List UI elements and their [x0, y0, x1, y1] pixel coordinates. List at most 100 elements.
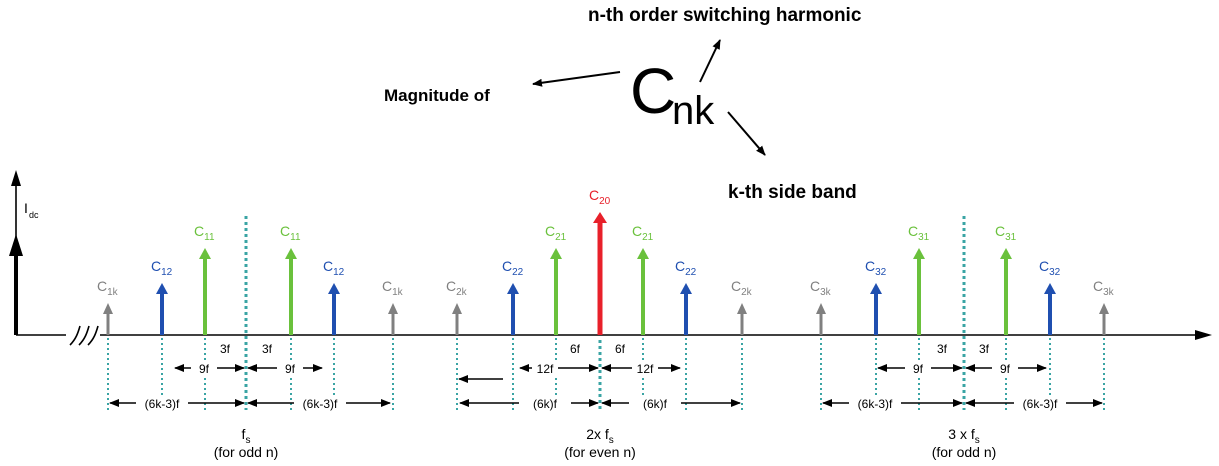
group-3-prefix: 3 x [948, 426, 971, 442]
harmonic-c21-l: C21 [545, 223, 567, 335]
group-3-s: s [975, 435, 980, 446]
group-3-f: f [971, 426, 975, 442]
y-axis-arrow-icon [11, 170, 21, 186]
dimension-label: (6k-3)f [858, 397, 893, 411]
harmonic-arrowhead-icon [452, 303, 462, 314]
harmonic-c22-l: C22 [502, 258, 524, 335]
harmonic-arrowhead-icon [816, 303, 826, 314]
harmonic-arrowhead-icon [680, 283, 692, 294]
harmonic-c1k-r: C1k [382, 278, 404, 335]
harmonic-c2k-r: C2k [731, 278, 753, 335]
group-3-label: 3 x fs (for odd n) [932, 426, 997, 460]
harmonic-label: C2k [731, 278, 753, 298]
harmonic-c3k-l: C3k [810, 278, 832, 335]
svg-text:2x fs: 2x fs [586, 426, 614, 446]
harmonic-label: C3k [1093, 278, 1115, 298]
kth-sideband-label: k-th side band [728, 182, 857, 203]
harmonic-arrowhead-icon [199, 248, 211, 259]
group-2-f: f [605, 426, 609, 442]
harmonic-c20: C20 [589, 187, 611, 335]
harmonic-label: C22 [675, 258, 697, 278]
group-3-note: (for odd n) [932, 444, 997, 460]
dc-arrow-icon [9, 234, 23, 256]
svg-text:3 x fs: 3 x fs [948, 426, 979, 446]
axis-break-icon [69, 325, 99, 346]
harmonic-arrowhead-icon [388, 303, 398, 314]
harmonic-arrowhead-icon [1099, 303, 1109, 314]
magnitude-label: Magnitude of [384, 86, 490, 105]
harmonic-lines: C1k C12 C11 C11 C12 C1k C2k C22 C21 C20 C21 C22 C2k C… [97, 187, 1115, 335]
harmonic-c31-l: C31 [908, 223, 930, 335]
arrow-to-n-label [699, 39, 721, 83]
harmonic-arrowhead-icon [637, 248, 649, 259]
harmonic-label: C32 [865, 258, 887, 278]
harmonic-label: C11 [280, 223, 301, 243]
group-2-label: 2x fs (for even n) [564, 426, 636, 460]
harmonic-arrowhead-icon [507, 283, 519, 294]
x-axis-arrow-icon [1195, 330, 1212, 340]
group-2-prefix: 2x [586, 426, 605, 442]
group-dividers [107, 216, 1105, 410]
harmonic-arrowhead-icon [870, 283, 882, 294]
harmonic-c3k-r: C3k [1093, 278, 1115, 335]
harmonic-c12-r: C12 [323, 258, 345, 335]
harmonic-c12-l: C12 [151, 258, 173, 335]
harmonic-label: C22 [502, 258, 524, 278]
group-1-label: fs (for odd n) [214, 426, 279, 460]
harmonic-c2k-l: C2k [446, 278, 468, 335]
harmonic-c32-r: C32 [1039, 258, 1061, 335]
dimension-label: 9f [913, 362, 924, 376]
harmonic-arrowhead-icon [103, 303, 113, 314]
y-axis-label: I [24, 200, 28, 216]
harmonic-label: C2k [446, 278, 468, 298]
svg-text:fs: fs [242, 426, 251, 446]
harmonic-c11-l: C11 [194, 223, 215, 335]
harmonic-arrowhead-icon [550, 248, 562, 259]
cnk-subscript: nk [672, 89, 715, 133]
arrow-to-k-label [727, 111, 766, 156]
dimension-label: 3f [220, 342, 231, 356]
group-2-note: (for even n) [564, 444, 636, 460]
dimension-label: 12f [637, 362, 654, 376]
harmonic-label: C21 [632, 223, 654, 243]
dimension-label: (6k-3)f [303, 397, 338, 411]
dimension-markers: 3f 3f 9f 9f (6k-3)f (6k-3)f 6f 6f 12f 12f (6k)f (6k… [109, 342, 1103, 411]
harmonic-arrowhead-icon [285, 248, 297, 259]
cnk-symbol: C [630, 55, 676, 127]
harmonic-c32-l: C32 [865, 258, 887, 335]
dimension-label: 3f [262, 342, 273, 356]
group-labels: fs (for odd n) 2x fs (for even n) 3 x fs… [214, 426, 997, 460]
harmonic-arrowhead-icon [1044, 283, 1056, 294]
dimension-label: 9f [285, 362, 296, 376]
harmonic-arrowhead-icon [156, 283, 168, 294]
dimension-label: 3f [937, 342, 948, 356]
arrow-to-magnitude-label [532, 71, 621, 87]
harmonic-label: C21 [545, 223, 567, 243]
y-axis-label-sub: dc [29, 210, 39, 220]
harmonic-c11-r: C11 [280, 223, 301, 335]
group-1-f: f [242, 426, 246, 442]
group-1-s: s [245, 435, 250, 446]
harmonic-arrowhead-icon [913, 248, 925, 259]
notation-header: C nk n-th order switching harmonic Magni… [384, 5, 862, 203]
harmonic-c1k-l: C1k [97, 278, 119, 335]
harmonic-c21-r: C21 [632, 223, 654, 335]
harmonic-label: C11 [194, 223, 215, 243]
harmonic-c22-r: C22 [675, 258, 697, 335]
dimension-label: 9f [199, 362, 210, 376]
harmonic-label: C20 [589, 187, 611, 207]
harmonic-label: C31 [908, 223, 930, 243]
harmonic-label: C3k [810, 278, 832, 298]
harmonic-label: C32 [1039, 258, 1061, 278]
harmonic-label: C12 [151, 258, 173, 278]
harmonic-c31-r: C31 [995, 223, 1017, 335]
harmonic-label: C31 [995, 223, 1017, 243]
harmonic-arrowhead-icon [1000, 248, 1012, 259]
dimension-label: 9f [1000, 362, 1011, 376]
dimension-label: 3f [979, 342, 990, 356]
dimension-label: (6k-3)f [145, 397, 180, 411]
group-1-note: (for odd n) [214, 444, 279, 460]
harmonic-label: C12 [323, 258, 345, 278]
harmonic-arrowhead-icon [593, 212, 607, 223]
